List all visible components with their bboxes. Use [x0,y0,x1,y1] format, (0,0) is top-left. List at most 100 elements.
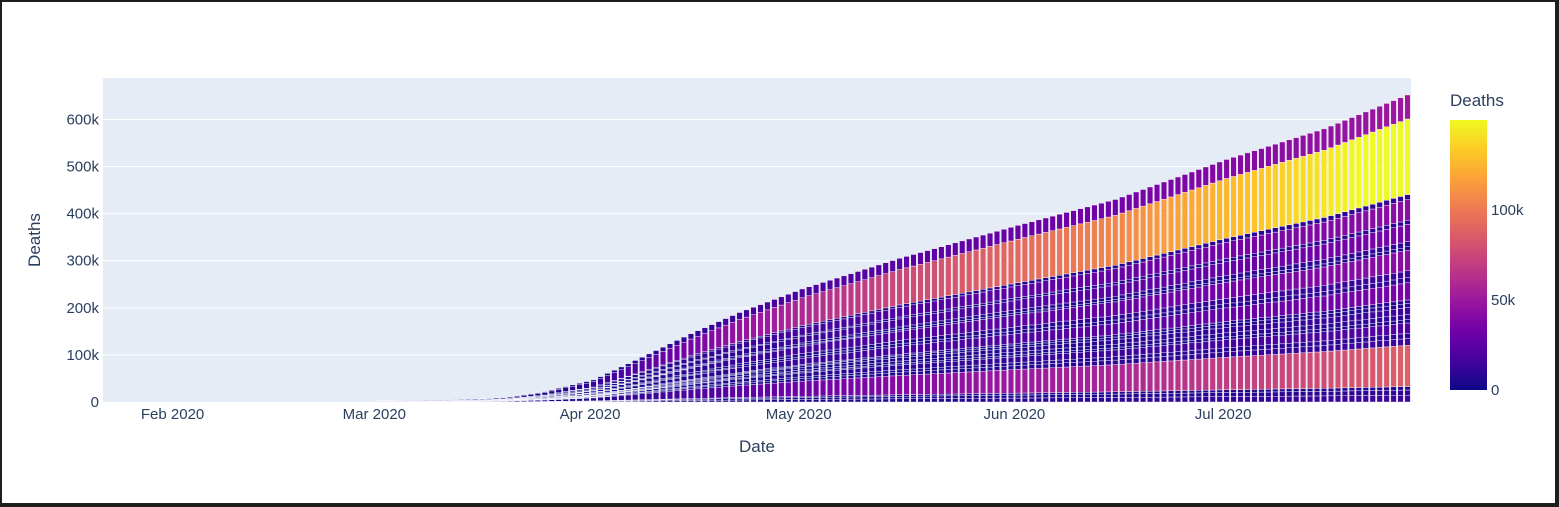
bar-segment [534,393,541,396]
bar-segment [1063,366,1070,393]
bar-segment [1070,275,1077,289]
bar-segment [1237,154,1244,175]
bar-segment [674,340,680,346]
bar-segment [792,377,799,380]
bar-segment [827,369,834,371]
bar-segment [1279,270,1286,274]
bar-segment [875,343,882,347]
bar-segment [896,318,903,328]
bar-segment [813,340,820,343]
bar-segment [820,332,827,340]
bar-segment [1369,326,1376,337]
bar-segment [757,312,764,337]
bar-segment [708,368,715,371]
bar-segment [1154,343,1161,347]
bar-segment [715,400,722,403]
bar-segment [1341,395,1348,403]
bar-segment [1307,329,1314,334]
bar-segment [1154,254,1161,259]
bar-segment [1070,338,1077,341]
bar-segment [1314,395,1321,403]
bar-segment [931,395,938,399]
bar-segment [1390,301,1397,306]
bar-segment [1328,387,1334,392]
bar-segment [917,343,924,353]
bar-segment [1140,278,1147,292]
bar-segment [1314,218,1321,224]
bar-segment [569,398,576,402]
bar-segment [1084,305,1091,319]
bar-segment [1167,327,1174,331]
bar-segment [541,392,548,396]
bar-segment [1390,305,1397,310]
bar-segment [799,342,806,346]
bar-segment [1098,324,1105,337]
bar-segment [1105,350,1112,358]
bar-segment [1293,342,1300,348]
bar-segment [1154,361,1161,392]
bar-segment [1369,232,1376,250]
bar-segment [1376,390,1383,396]
bar-segment [548,390,555,395]
bar-segment [757,371,764,375]
bar-segment [1140,344,1147,348]
bar-segment [1244,233,1251,239]
bar-segment [1223,336,1230,340]
bar-segment [1279,353,1286,390]
bar-segment [785,379,792,383]
bar-segment [1049,340,1056,343]
bar-segment [1070,347,1077,351]
bar-segment [1244,355,1251,390]
bar-segment [910,396,917,399]
bar-segment [827,331,834,339]
bar-segment [1063,302,1070,307]
bar-segment [792,347,799,356]
bar-segment [910,316,917,326]
bar-segment [736,398,743,401]
bar-segment [1056,341,1063,345]
bar-segment [1258,349,1265,356]
bar-segment [1341,329,1348,340]
bar-segment [966,347,973,350]
bar-segment [555,389,562,393]
bar-segment [625,382,632,386]
bar-segment [896,355,903,359]
bar-segment [910,354,917,357]
bar-segment [1147,318,1154,331]
bar-segment [1174,194,1181,251]
bar-segment [1188,250,1195,267]
bar-segment [764,363,771,369]
bar-segment [632,374,639,378]
bar-segment [1230,320,1237,324]
bar-segment [1091,220,1098,270]
bar-segment [1376,306,1383,312]
bar-segment [924,373,931,395]
bar-segment [1119,393,1126,398]
bar-segment [987,290,994,303]
bar-segment [757,376,764,381]
bar-segment [1098,297,1105,302]
bar-segment [1209,389,1216,393]
bar-segment [1084,322,1091,327]
bar-segment [715,370,722,376]
bar-segment [1119,391,1126,395]
bar-segment [1279,395,1286,403]
bar-segment [1223,339,1230,348]
bar-segment [736,383,743,386]
bar-segment [875,362,882,366]
bar-segment [1035,361,1042,365]
bar-segment [1279,388,1286,393]
bar-segment [1161,339,1167,344]
bar-segment [1251,396,1258,403]
bar-segment [1028,310,1035,314]
bar-segment [1244,271,1251,277]
bar-segment [827,376,834,380]
bar-segment [660,391,667,400]
bar-segment [1397,201,1404,223]
bar-segment [1056,306,1063,310]
bar-segment [1397,308,1404,316]
bar-segment [799,334,806,337]
bar-segment [1112,339,1119,345]
bar-segment [1223,237,1230,243]
bar-segment [778,330,785,333]
